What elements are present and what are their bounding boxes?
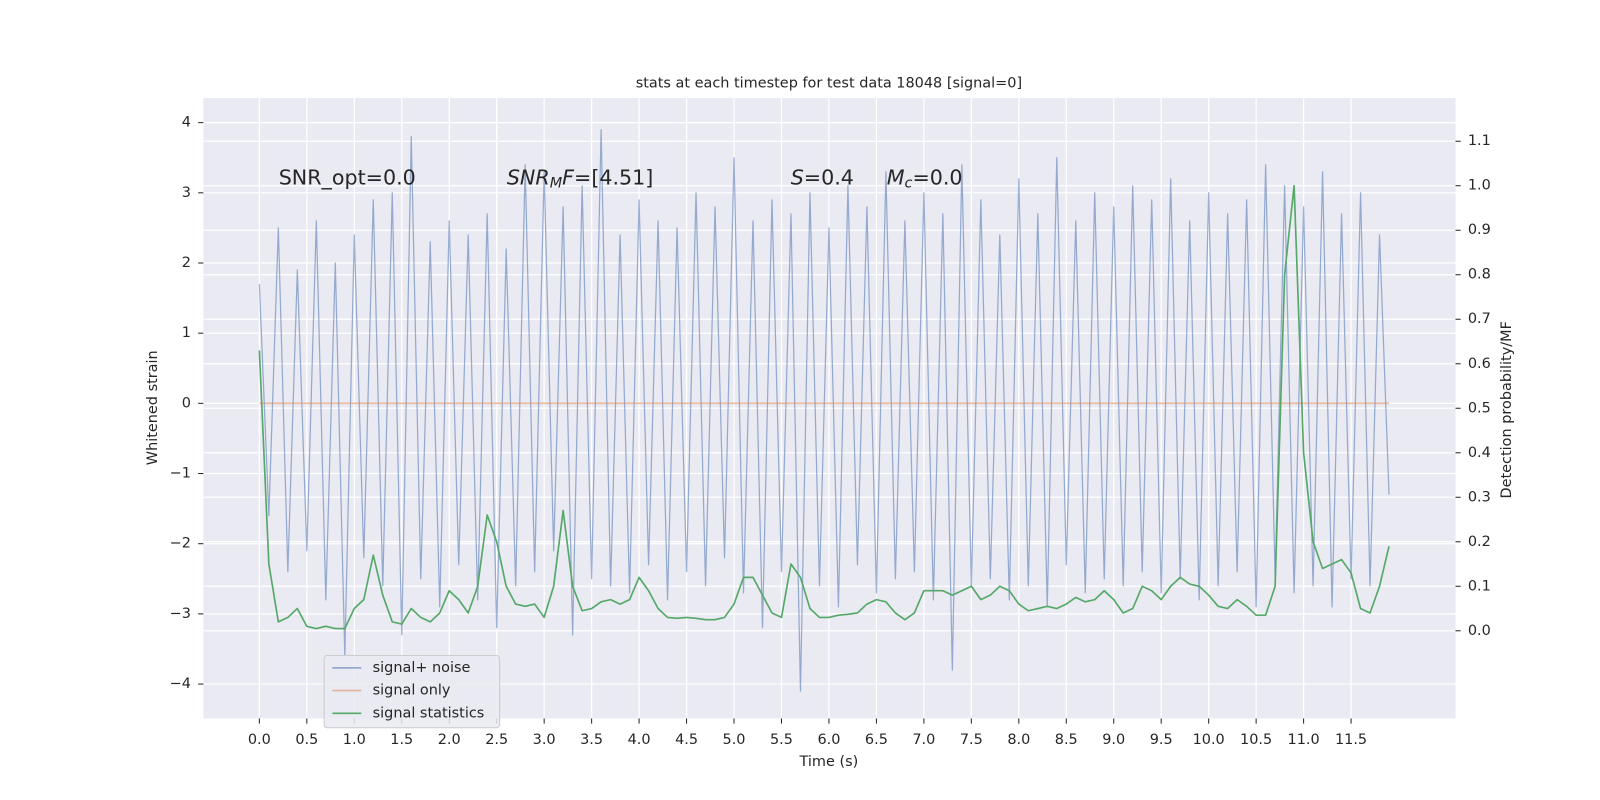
x-tick-label: 7.0 — [912, 732, 935, 748]
annotation-part: c — [905, 176, 913, 192]
legend-label: signal statistics — [373, 705, 485, 721]
x-tick-label: 1.5 — [390, 732, 413, 748]
annotation-part: M — [550, 176, 563, 192]
annotation-part: S — [791, 166, 804, 190]
x-tick-label: 6.5 — [865, 732, 888, 748]
x-tick-label: 8.0 — [1007, 732, 1030, 748]
y2-tick-label: 0.1 — [1468, 578, 1491, 594]
x-tick-label: 2.0 — [438, 732, 461, 748]
annotation-part: M — [887, 166, 905, 190]
y2-tick-label: 0.0 — [1468, 623, 1491, 639]
y2-tick-label: 1.1 — [1468, 133, 1491, 149]
x-tick-label: 0.0 — [248, 732, 271, 748]
x-tick-label: 3.5 — [580, 732, 603, 748]
x-tick-label: 11.0 — [1288, 732, 1320, 748]
y2-tick-label: 0.2 — [1468, 534, 1491, 550]
y-tick-label: 4 — [182, 115, 191, 131]
y-tick-label: 3 — [182, 185, 191, 201]
y-tick-label: −1 — [170, 466, 191, 482]
y-tick-label: 1 — [182, 325, 191, 341]
y2-axis-label: Detection probability/MF — [1499, 321, 1515, 498]
y2-tick-label: 0.3 — [1468, 489, 1491, 505]
annotation-part: =[4.51] — [574, 166, 653, 190]
x-tick-label: 0.5 — [295, 732, 318, 748]
annotation-part: =0.0 — [912, 166, 962, 190]
x-tick-label: 9.5 — [1150, 732, 1173, 748]
series-line — [258, 129, 1390, 692]
y2-tick-label: 0.6 — [1468, 356, 1491, 372]
y-tick-label: −3 — [170, 606, 191, 622]
x-tick-label: 4.0 — [628, 732, 651, 748]
x-tick-label: 10.5 — [1240, 732, 1272, 748]
annotation-part: SNR_opt=0.0 — [279, 166, 416, 190]
y2-tick-label: 1.0 — [1468, 178, 1491, 194]
annotation: Mc=0.0 — [887, 166, 963, 192]
x-tick-label: 11.5 — [1335, 732, 1367, 748]
y2-tick-label: 0.9 — [1468, 222, 1491, 238]
annotation: SNRMF=[4.51] — [507, 166, 654, 192]
legend-label: signal only — [373, 683, 451, 699]
y-tick-label: 2 — [182, 255, 191, 271]
x-tick-label: 3.0 — [533, 732, 556, 748]
y-tick-label: 0 — [182, 395, 191, 411]
x-axis-label: Time (s) — [799, 754, 859, 770]
x-tick-label: 4.5 — [675, 732, 698, 748]
x-tick-label: 7.5 — [960, 732, 983, 748]
chart-title: stats at each timestep for test data 180… — [636, 76, 1022, 92]
legend-box — [323, 654, 501, 729]
x-tick-label: 1.0 — [343, 732, 366, 748]
x-tick-label: 5.5 — [770, 732, 793, 748]
y2-tick-label: 0.7 — [1468, 311, 1491, 327]
annotation: SNR_opt=0.0 — [279, 166, 416, 190]
y-tick-label: −4 — [170, 676, 191, 692]
y2-tick-label: 0.5 — [1468, 400, 1491, 416]
x-tick-label: 8.5 — [1055, 732, 1078, 748]
series-line — [258, 184, 1390, 630]
x-tick-label: 10.0 — [1193, 732, 1225, 748]
annotation: S=0.4 — [791, 166, 854, 190]
x-tick-label: 5.0 — [723, 732, 746, 748]
annotation-part: =0.4 — [804, 166, 854, 190]
annotation-part: F — [562, 166, 575, 190]
y-axis-label: Whitened strain — [145, 350, 161, 465]
y-tick-label: −2 — [170, 536, 191, 552]
annotation-part: SNR — [507, 166, 550, 190]
x-tick-label: 6.0 — [817, 732, 840, 748]
x-tick-label: 2.5 — [485, 732, 508, 748]
y2-tick-label: 0.4 — [1468, 445, 1491, 461]
x-tick-label: 9.0 — [1102, 732, 1125, 748]
y2-tick-label: 0.8 — [1468, 267, 1491, 283]
legend-label: signal+ noise — [373, 660, 471, 676]
